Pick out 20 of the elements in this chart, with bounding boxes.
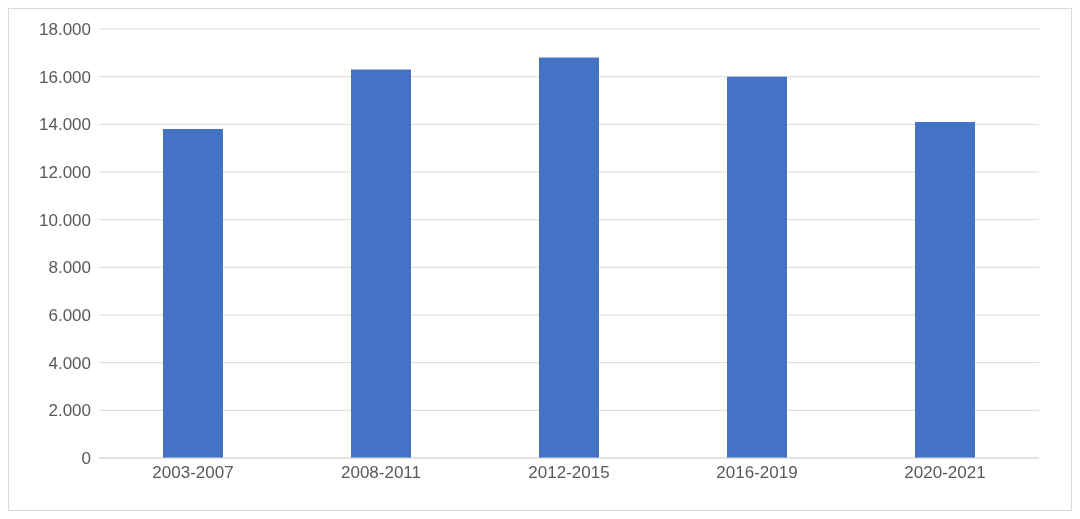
bar [539,57,599,458]
y-tick-label: 2.000 [48,401,91,421]
y-tick-label: 12.000 [39,163,91,183]
y-tick-label: 14.000 [39,115,91,135]
x-tick-label: 2003-2007 [152,463,234,483]
bar [351,69,411,458]
y-tick-label: 10.000 [39,210,91,230]
y-tick-label: 8.000 [48,258,91,278]
y-tick-label: 16.000 [39,67,91,87]
bar [915,121,975,458]
bar [727,76,787,458]
y-tick-label: 0 [81,449,91,469]
x-tick-label: 2020-2021 [904,463,986,483]
x-tick-label: 2008-2011 [340,463,422,483]
x-tick-label: 2012-2015 [528,463,610,483]
y-tick-label: 6.000 [48,306,91,326]
y-tick-label: 4.000 [48,353,91,373]
y-tick-label: 18.000 [39,20,91,40]
x-tick-label: 2016-2019 [716,463,798,483]
bar [163,129,223,458]
